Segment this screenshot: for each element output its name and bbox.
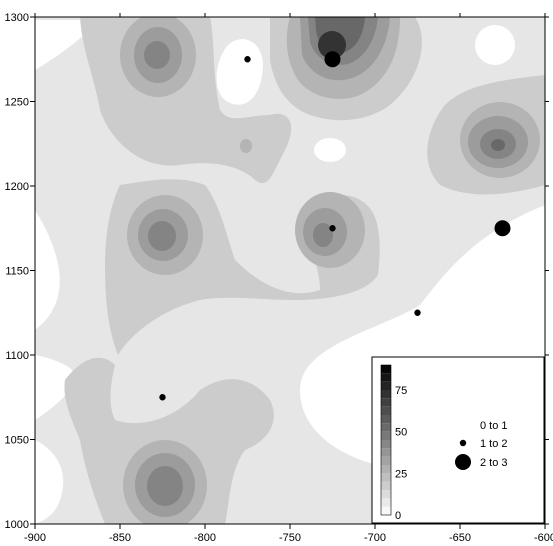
data-point bbox=[159, 394, 166, 401]
colorbar-tick-label: 75 bbox=[395, 385, 407, 397]
size-legend-symbol bbox=[455, 454, 471, 470]
colorbar-band bbox=[381, 406, 391, 415]
x-tick-label: -750 bbox=[279, 532, 301, 544]
colorbar-band bbox=[381, 431, 391, 440]
x-axis: -900 -850 -800 -750 -700 -650 -600 bbox=[24, 13, 553, 544]
colorbar-band bbox=[381, 465, 391, 474]
colorbar-frame bbox=[380, 364, 392, 516]
colorbar-tick-label: 50 bbox=[395, 427, 407, 439]
y-tick-label: 1200 bbox=[5, 181, 29, 193]
y-axis: 1000 1050 1100 1150 1200 1250 1300 bbox=[5, 12, 549, 531]
colorbar-band bbox=[381, 473, 391, 482]
size-legend-label: 0 to 1 bbox=[480, 420, 508, 432]
colorbar-band bbox=[381, 490, 391, 499]
x-tick-label: -900 bbox=[24, 532, 46, 544]
x-tick-label: -650 bbox=[449, 532, 471, 544]
colorbar-band bbox=[381, 440, 391, 449]
size-legend-symbol bbox=[459, 439, 467, 447]
y-tick-label: 1300 bbox=[5, 12, 29, 24]
x-tick-label: -850 bbox=[109, 532, 131, 544]
data-points bbox=[159, 51, 511, 401]
contour-band-7 bbox=[318, 31, 346, 59]
data-point bbox=[329, 225, 336, 232]
colorbar-band bbox=[381, 365, 391, 374]
size-legend-label: 1 to 2 bbox=[480, 438, 508, 450]
colorbar-band bbox=[381, 423, 391, 432]
y-tick-label: 1250 bbox=[5, 97, 29, 109]
colorbar-band bbox=[381, 398, 391, 407]
x-tick-label: -600 bbox=[534, 532, 553, 544]
y-tick-label: 1050 bbox=[5, 435, 29, 447]
y-tick-label: 1000 bbox=[5, 519, 29, 531]
colorbar-band bbox=[381, 415, 391, 424]
data-point bbox=[494, 220, 511, 237]
colorbar-tick-label: 25 bbox=[395, 468, 407, 480]
y-tick-label: 1150 bbox=[5, 266, 29, 278]
y-tick-label: 1100 bbox=[5, 350, 29, 362]
point-size-legend: 0 to 1 1 to 2 2 to 3 bbox=[455, 420, 508, 470]
data-point bbox=[324, 51, 341, 68]
colorbar-band bbox=[381, 373, 391, 382]
legend-background bbox=[371, 356, 545, 524]
x-tick-label: -800 bbox=[194, 532, 216, 544]
data-point bbox=[414, 309, 421, 316]
data-point bbox=[244, 56, 251, 63]
colorbar-band bbox=[381, 390, 391, 399]
colorbar-tick-label: 0 bbox=[395, 510, 401, 522]
size-legend-label: 2 to 3 bbox=[480, 457, 508, 469]
x-tick-label: -700 bbox=[364, 532, 386, 544]
contour-fill bbox=[35, 17, 545, 524]
colorbar-band bbox=[381, 498, 391, 507]
colorbar-band bbox=[381, 456, 391, 465]
colorbar-band bbox=[381, 381, 391, 390]
colorbar-band bbox=[381, 506, 391, 515]
legend-box: 75 50 25 0 0 to 1 1 to 2 2 to 3 bbox=[371, 356, 545, 524]
colorbar-band bbox=[381, 481, 391, 490]
colorbar-band bbox=[381, 448, 391, 457]
colorbar: 75 50 25 0 bbox=[380, 364, 407, 522]
